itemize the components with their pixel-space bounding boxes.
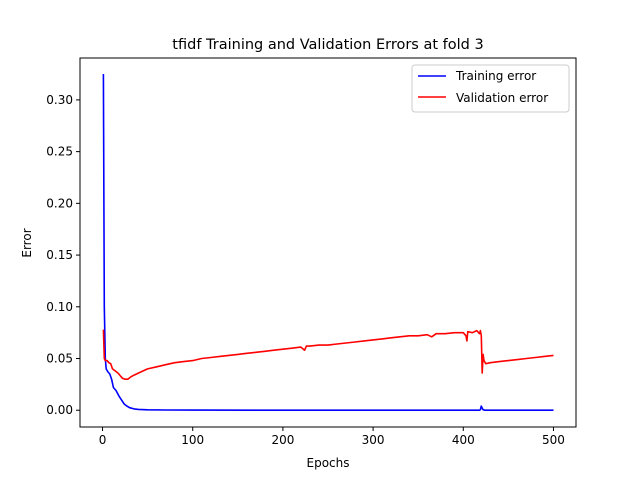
y-tick-label: 0.30 <box>46 93 73 107</box>
y-tick-label: 0.25 <box>46 145 73 159</box>
y-tick-label: 0.10 <box>46 300 73 314</box>
x-tick-label: 500 <box>542 433 565 447</box>
y-axis-label: Error <box>20 228 34 257</box>
y-tick-label: 0.05 <box>46 352 73 366</box>
x-axis-label: Epochs <box>307 456 350 470</box>
plot-frame <box>79 57 577 428</box>
y-tick-label: 0.00 <box>46 403 73 417</box>
series-line-validation <box>102 329 554 380</box>
chart-title: tfidf Training and Validation Errors at … <box>172 37 483 53</box>
legend-label-validation: Validation error <box>456 91 548 105</box>
y-tick-label: 0.20 <box>46 196 73 210</box>
x-tick-label: 300 <box>362 433 385 447</box>
x-tick-label: 400 <box>452 433 475 447</box>
y-axis: 0.00 0.05 0.10 0.15 0.20 0.25 0.30 <box>46 93 80 417</box>
x-tick-label: 0 <box>99 433 107 447</box>
x-tick-label: 200 <box>271 433 294 447</box>
legend-box <box>411 64 570 113</box>
x-axis: 0 100 200 300 400 500 <box>99 427 565 447</box>
x-tick-label: 100 <box>181 433 204 447</box>
plot-series <box>102 73 554 411</box>
legend: Training error Validation error <box>411 64 570 113</box>
legend-label-training: Training error <box>455 69 536 83</box>
series-line-training <box>102 73 554 411</box>
y-tick-label: 0.15 <box>46 248 73 262</box>
